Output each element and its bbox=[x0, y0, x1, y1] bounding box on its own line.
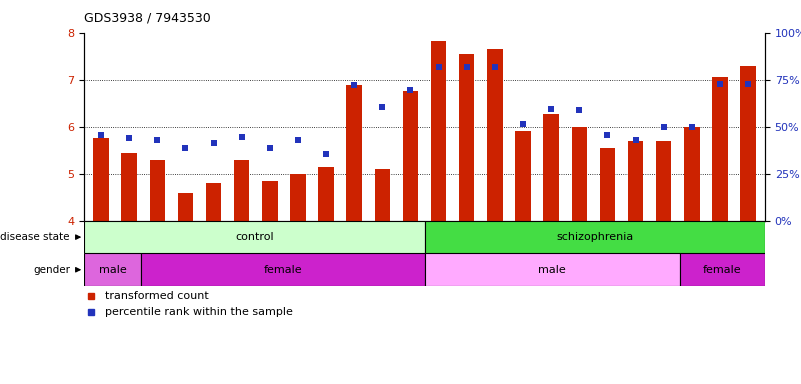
Bar bbox=[600, 148, 615, 221]
Bar bbox=[515, 131, 531, 221]
Bar bbox=[262, 181, 277, 221]
Bar bbox=[84, 253, 141, 286]
Bar bbox=[680, 253, 765, 286]
Bar bbox=[141, 253, 425, 286]
Text: disease state: disease state bbox=[1, 232, 70, 242]
Text: female: female bbox=[264, 265, 302, 275]
Text: female: female bbox=[703, 265, 742, 275]
Bar bbox=[403, 91, 418, 221]
Text: percentile rank within the sample: percentile rank within the sample bbox=[104, 307, 292, 317]
Bar bbox=[656, 141, 671, 221]
Bar bbox=[712, 77, 727, 221]
Bar bbox=[487, 49, 502, 221]
Bar bbox=[84, 221, 425, 253]
Bar bbox=[347, 85, 362, 221]
Bar bbox=[740, 66, 756, 221]
Text: transformed count: transformed count bbox=[104, 291, 208, 301]
Bar bbox=[150, 160, 165, 221]
Bar bbox=[318, 167, 334, 221]
Text: schizophrenia: schizophrenia bbox=[556, 232, 634, 242]
Bar bbox=[122, 152, 137, 221]
Text: control: control bbox=[235, 232, 274, 242]
Bar bbox=[290, 174, 306, 221]
Bar bbox=[425, 221, 765, 253]
Bar bbox=[234, 160, 249, 221]
Bar bbox=[459, 54, 474, 221]
Text: gender: gender bbox=[33, 265, 70, 275]
Text: male: male bbox=[538, 265, 566, 275]
Bar bbox=[543, 114, 559, 221]
Bar bbox=[628, 141, 643, 221]
Text: GDS3938 / 7943530: GDS3938 / 7943530 bbox=[84, 12, 211, 25]
Bar bbox=[684, 127, 699, 221]
Bar bbox=[375, 169, 390, 221]
Bar bbox=[572, 127, 587, 221]
Bar bbox=[178, 193, 193, 221]
Bar bbox=[425, 253, 680, 286]
Bar bbox=[93, 139, 109, 221]
Bar bbox=[431, 41, 446, 221]
Bar bbox=[206, 183, 221, 221]
Text: male: male bbox=[99, 265, 127, 275]
